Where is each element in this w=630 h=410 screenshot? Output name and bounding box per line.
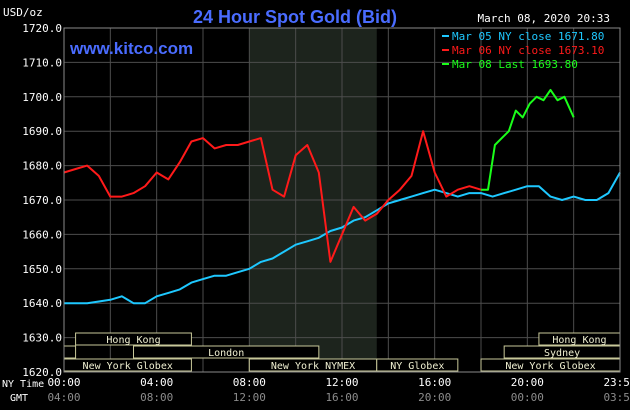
session-london <box>133 345 320 359</box>
ny-time-tick: 16:00 <box>418 376 451 389</box>
y-tick-label: 1650.0 <box>22 263 62 276</box>
session-hong-kong-2-label: Hong Kong <box>552 335 606 346</box>
session-sydney-label: Sydney <box>544 348 580 359</box>
y-tick-label: 1710.0 <box>22 56 62 69</box>
series-line-2 <box>481 88 575 191</box>
session-ny-globex-evening-label: New York Globex <box>505 361 595 372</box>
y-axis-ticks: 1720.0 1710.0 1700.0 1690.0 1680.0 1670.0 1660… <box>22 22 62 379</box>
y-tick-label: 1720.0 <box>22 22 62 35</box>
ny-time-tick: 20:00 <box>511 376 544 389</box>
plot-frame <box>63 27 621 373</box>
legend-label: Mar 08 Last 1693.80 <box>452 58 578 71</box>
session-hong-kong <box>75 332 192 346</box>
legend-swatch <box>442 35 449 37</box>
website-link[interactable]: www.kitco.com <box>69 39 193 58</box>
timestamp: March 08, 2020 20:33 <box>478 12 610 25</box>
gmt-label: GMT <box>10 393 28 404</box>
session-ny-globex-late-label: NY Globex <box>390 361 444 372</box>
legend-label: Mar 06 NY close 1673.10 <box>452 44 604 57</box>
chart-title: 24 Hour Spot Gold (Bid) <box>193 7 397 27</box>
ny-time-tick: 08:00 <box>233 376 266 389</box>
gmt-tick: 04:00 <box>47 391 80 404</box>
legend-swatch <box>442 49 449 51</box>
gmt-tick: 03:59 <box>603 391 630 404</box>
session-ny-nymex-label: New York NYMEX <box>271 361 355 372</box>
gmt-tick: 20:00 <box>418 391 451 404</box>
ny-time-label: NY Time <box>2 379 44 390</box>
session-ny-globex-late <box>376 358 459 372</box>
session-london-label: London <box>208 348 244 359</box>
y-tick-label: 1640.0 <box>22 297 62 310</box>
session-filler <box>63 345 77 359</box>
ny-time-tick: 12:00 <box>325 376 358 389</box>
y-tick-label: 1620.0 <box>22 366 62 379</box>
y-tick-label: 1660.0 <box>22 228 62 241</box>
y-tick-label: 1680.0 <box>22 160 62 173</box>
y-tick-label: 1690.0 <box>22 125 62 138</box>
series-line-0 <box>64 172 621 305</box>
unit-label: USD/oz <box>3 6 43 19</box>
gmt-tick: 16:00 <box>325 391 358 404</box>
series-lines <box>63 88 621 305</box>
gmt-tick: 12:00 <box>233 391 266 404</box>
ny-time-tick: 04:00 <box>140 376 173 389</box>
legend-swatch <box>442 63 449 65</box>
session-ny-globex-label: New York Globex <box>83 361 173 372</box>
session-hong-kong-label: Hong Kong <box>106 335 160 346</box>
x-axis-ticks: 00:00 04:00 08:00 12:00 16:00 20:00 23:59 04:00… <box>47 376 630 404</box>
ny-time-tick: 00:00 <box>47 376 80 389</box>
y-tick-label: 1630.0 <box>22 332 62 345</box>
series-line-1 <box>63 130 482 263</box>
gmt-tick: 00:00 <box>511 391 544 404</box>
y-tick-label: 1670.0 <box>22 194 62 207</box>
legend-label: Mar 05 NY close 1671.80 <box>452 30 604 43</box>
gmt-tick: 08:00 <box>140 391 173 404</box>
y-tick-label: 1700.0 <box>22 91 62 104</box>
ny-time-tick: 23:59 <box>603 376 630 389</box>
